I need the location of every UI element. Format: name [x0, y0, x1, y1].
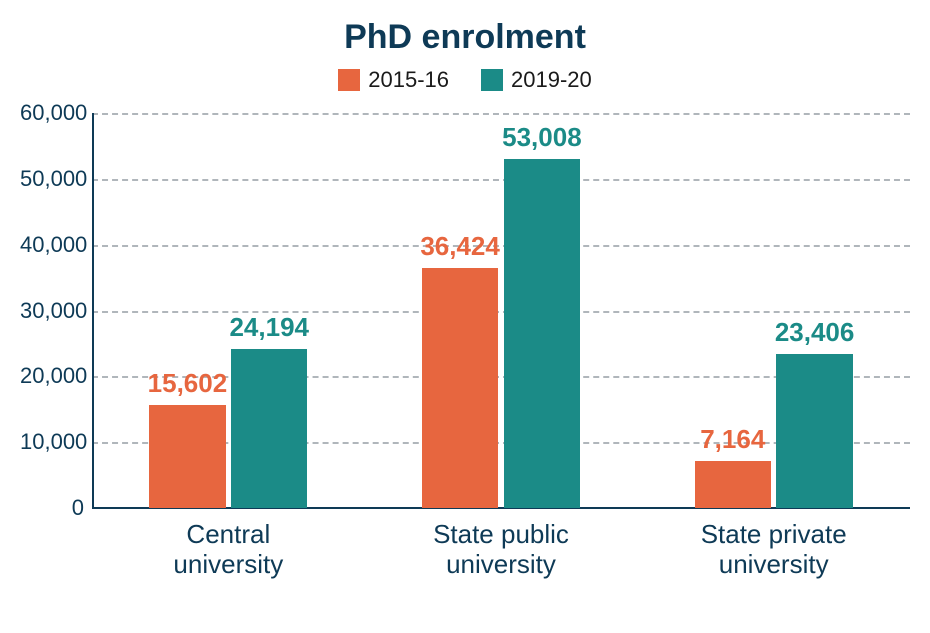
bar-groups: 15,60224,19436,42453,0087,16423,406	[92, 113, 910, 508]
y-tick-label: 10,000	[20, 429, 84, 455]
bar-group: 15,60224,194	[92, 113, 365, 508]
x-axis-label: State privateuniversity	[637, 520, 910, 580]
bar-value-label: 7,164	[700, 424, 765, 455]
bar: 36,424	[422, 268, 498, 508]
bar-value-label: 23,406	[775, 317, 855, 348]
y-tick-label: 50,000	[20, 166, 84, 192]
legend-label: 2019-20	[511, 67, 592, 93]
y-tick-label: 0	[20, 495, 84, 521]
legend-item: 2019-20	[481, 67, 592, 93]
bar-value-label: 53,008	[502, 122, 582, 153]
bar-group: 36,42453,008	[365, 113, 638, 508]
y-tick-label: 30,000	[20, 298, 84, 324]
bar-value-label: 15,602	[148, 368, 228, 399]
plot-area: 010,00020,00030,00040,00050,00060,00015,…	[20, 113, 910, 508]
bar-value-label: 36,424	[420, 231, 500, 262]
bar: 7,164	[695, 461, 771, 508]
x-axis-labels: CentraluniversityState publicuniversityS…	[92, 520, 910, 580]
legend-swatch	[338, 69, 360, 91]
bar: 53,008	[504, 159, 580, 508]
bar-group: 7,16423,406	[637, 113, 910, 508]
y-tick-label: 60,000	[20, 100, 84, 126]
legend-item: 2015-16	[338, 67, 449, 93]
bar: 15,602	[149, 405, 225, 508]
chart-container: PhD enrolment 2015-16 2019-20 0 10,000 20,0…	[0, 0, 930, 633]
legend-label: 2015-16	[368, 67, 449, 93]
y-tick-label: 20,000	[20, 363, 84, 389]
bar-value-label: 24,194	[229, 312, 309, 343]
legend-swatch	[481, 69, 503, 91]
bar: 24,194	[231, 349, 307, 508]
y-tick-label: 40,000	[20, 232, 84, 258]
chart-title: PhD enrolment	[0, 0, 930, 57]
x-axis-label: State publicuniversity	[365, 520, 638, 580]
x-axis-label: Centraluniversity	[92, 520, 365, 580]
legend: 2015-16 2019-20	[0, 67, 930, 93]
bar: 23,406	[776, 354, 852, 508]
